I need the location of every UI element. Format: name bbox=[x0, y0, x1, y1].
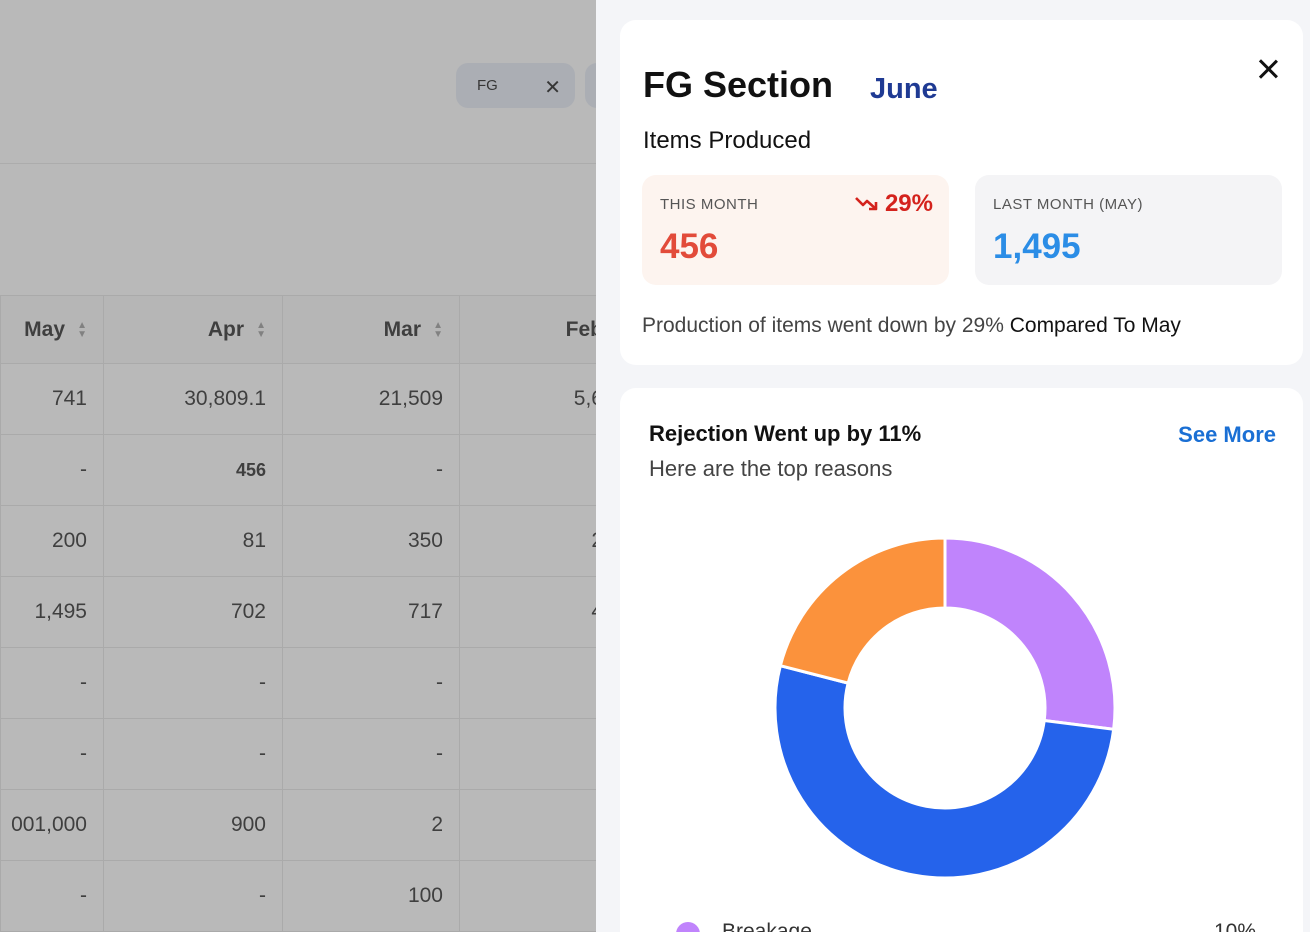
table-cell: - bbox=[0, 718, 104, 790]
modal-overlay[interactable] bbox=[0, 0, 596, 932]
see-more-link[interactable]: See More bbox=[1178, 422, 1276, 447]
table-row: --- bbox=[0, 647, 620, 719]
table-cell: 4 bbox=[459, 576, 620, 648]
legend-percent: 10% bbox=[1213, 920, 1256, 932]
legend-item: Breakage 10% bbox=[676, 916, 1256, 932]
rejection-donut-chart bbox=[773, 536, 1117, 880]
trending-down-icon bbox=[855, 197, 878, 211]
table-cell: 100 bbox=[282, 860, 460, 932]
note-text: Production of items went down by 29% bbox=[642, 314, 1004, 337]
table-row: 741 30,809.1 21,509 5,6 bbox=[0, 363, 620, 435]
donut-slice-0[interactable] bbox=[943, 536, 1117, 731]
column-header-mar[interactable]: Mar ▲ ▼ bbox=[282, 295, 460, 364]
table-cell: 1,495 bbox=[0, 576, 104, 648]
table-cell bbox=[459, 434, 620, 506]
filter-chip-label: FG bbox=[477, 77, 498, 94]
column-header-may[interactable]: May ▲ ▼ bbox=[0, 295, 104, 364]
sort-icon[interactable]: ▲ ▼ bbox=[433, 319, 443, 340]
table-cell: 2 bbox=[282, 789, 460, 861]
table-cell: 350 bbox=[282, 505, 460, 577]
close-icon[interactable]: ✕ bbox=[544, 77, 561, 99]
table-row: --- bbox=[0, 718, 620, 790]
items-produced-label: Items Produced bbox=[643, 127, 812, 154]
table-cell: - bbox=[0, 434, 104, 506]
rejection-card: Rejection Went up by 11% Here are the to… bbox=[620, 388, 1303, 932]
table-cell: 2 bbox=[459, 505, 620, 577]
table-cell: 717 bbox=[282, 576, 460, 648]
rejection-subtitle: Here are the top reasons bbox=[649, 456, 893, 481]
legend-swatch bbox=[676, 922, 700, 932]
table-cell: 900 bbox=[103, 789, 283, 861]
column-header-feb[interactable]: Feb bbox=[459, 295, 620, 364]
filter-chip-fg[interactable]: FG ✕ bbox=[456, 63, 575, 108]
sort-icon[interactable]: ▲ ▼ bbox=[256, 319, 266, 340]
close-icon[interactable] bbox=[1256, 57, 1280, 81]
table-row: 1,4957027174 bbox=[0, 576, 620, 648]
table-header-row: May ▲ ▼ Apr ▲ ▼ Mar ▲ ▼ Feb bbox=[0, 295, 620, 364]
this-month-stat: THIS MONTH 29% 456 bbox=[642, 175, 949, 285]
table-cell: - bbox=[282, 647, 460, 719]
last-month-stat: LAST MONTH (MAY) 1,495 bbox=[975, 175, 1282, 285]
production-note: Production of items went down by 29% Com… bbox=[642, 314, 1181, 338]
table-cell: - bbox=[0, 860, 104, 932]
stat-value: 1,495 bbox=[993, 227, 1081, 266]
stat-label: THIS MONTH bbox=[660, 196, 759, 213]
production-card: FG Section June Items Produced THIS MONT… bbox=[620, 20, 1303, 365]
table-row: 200813502 bbox=[0, 505, 620, 577]
table-row: 001,000 900 2 bbox=[0, 789, 620, 861]
table-cell: 741 bbox=[0, 363, 104, 435]
table-cell: 21,509 bbox=[282, 363, 460, 435]
column-header-apr[interactable]: Apr ▲ ▼ bbox=[103, 295, 283, 364]
side-panel: FG Section June Items Produced THIS MONT… bbox=[596, 0, 1310, 932]
month-label: June bbox=[870, 73, 938, 105]
table-cell: 30,809.1 bbox=[103, 363, 283, 435]
table-cell: - bbox=[103, 860, 283, 932]
panel-title: FG Section bbox=[643, 64, 834, 105]
table-cell: 456 bbox=[103, 434, 283, 506]
table-cell: 81 bbox=[103, 505, 283, 577]
table-cell bbox=[459, 789, 620, 861]
legend-label: Breakage bbox=[722, 920, 812, 932]
table-row: -456- bbox=[0, 434, 620, 506]
sort-icon[interactable]: ▲ ▼ bbox=[77, 319, 87, 340]
rejection-title: Rejection Went up by 11% bbox=[649, 421, 922, 446]
note-emphasis: Compared To May bbox=[1009, 314, 1181, 337]
delta-badge: 29% bbox=[855, 190, 933, 218]
table-cell: 5,6 bbox=[459, 363, 620, 435]
donut-slice-2[interactable] bbox=[778, 536, 947, 685]
table-row: - -100 bbox=[0, 860, 620, 932]
table-cell: 001,000 bbox=[0, 789, 104, 861]
donut-slice-1[interactable] bbox=[773, 663, 1116, 880]
delta-value: 29% bbox=[884, 190, 933, 217]
stat-label: LAST MONTH (MAY) bbox=[993, 196, 1143, 213]
stat-value: 456 bbox=[660, 227, 719, 266]
table-cell: - bbox=[282, 434, 460, 506]
data-table: May ▲ ▼ Apr ▲ ▼ Mar ▲ ▼ Feb 741 30,809.1 21,509 5… bbox=[0, 295, 620, 932]
